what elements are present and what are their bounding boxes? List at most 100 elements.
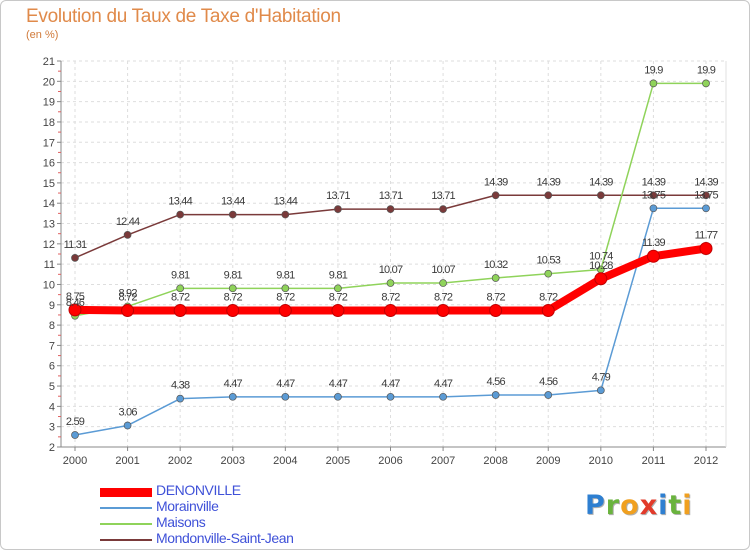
y-tick-label: 9 <box>49 300 55 312</box>
data-label-morainville: 4.79 <box>592 371 611 383</box>
data-label-denonville: 8.72 <box>118 291 137 303</box>
data-label-denonville: 8.72 <box>539 291 558 303</box>
data-label-denonville: 8.72 <box>434 291 453 303</box>
data-label-maisons: 10.07 <box>379 264 403 276</box>
data-point-mondonville-saint-jean <box>649 191 658 200</box>
data-point-morainville <box>649 204 658 213</box>
data-point-morainville <box>281 392 290 401</box>
data-point-denonville <box>226 303 240 317</box>
y-tick-label: 20 <box>43 76 55 88</box>
data-point-maisons <box>439 279 447 287</box>
data-point-maisons <box>702 79 710 88</box>
data-point-morainville <box>544 391 553 399</box>
data-label-maisons: 9.81 <box>276 269 295 281</box>
data-point-denonville <box>489 303 503 317</box>
y-tick-label: 5 <box>49 381 55 393</box>
data-point-denonville <box>68 303 82 317</box>
y-tick-label: 18 <box>43 117 55 129</box>
data-point-maisons <box>491 274 500 282</box>
x-tick-label: 2005 <box>326 455 350 467</box>
legend-swatch <box>100 539 152 541</box>
x-tick-label: 2003 <box>221 455 245 467</box>
x-tick-label: 2002 <box>168 455 192 467</box>
data-label-mondonville-saint-jean: 12.44 <box>116 216 140 228</box>
x-tick-label: 2009 <box>536 455 560 467</box>
legend-label: Mondonville-Saint-Jean <box>156 530 294 546</box>
data-point-denonville <box>541 303 555 317</box>
data-label-denonville: 11.77 <box>695 230 718 242</box>
x-tick-label: 2007 <box>431 455 455 467</box>
x-axis-ticks: 2000 2001 2002 2003 2004 2005 2006 2007 2008 2009… <box>63 447 718 467</box>
data-label-maisons: 10.74 <box>589 250 613 262</box>
chart-title: Evolution du Taux de Taxe d'Habitation <box>26 6 341 27</box>
data-point-mondonville-saint-jean <box>71 254 79 262</box>
data-point-mondonville-saint-jean <box>334 205 342 213</box>
logo-letter: o <box>620 490 640 521</box>
data-point-maisons <box>649 79 658 88</box>
data-label-morainville: 13.75 <box>694 189 718 201</box>
data-point-morainville <box>176 394 185 403</box>
data-label-maisons: 9.81 <box>171 269 190 281</box>
y-tick-label: 21 <box>43 56 55 68</box>
data-label-denonville: 8.72 <box>224 291 243 303</box>
data-label-mondonville-saint-jean: 14.39 <box>589 176 613 188</box>
x-tick-label: 2001 <box>115 455 139 467</box>
x-tick-label: 2008 <box>483 455 507 467</box>
data-label-morainville: 13.75 <box>642 189 666 201</box>
data-label-denonville: 8.72 <box>329 291 348 303</box>
data-label-denonville: 8.72 <box>487 291 506 303</box>
data-label-morainville: 4.47 <box>434 378 453 390</box>
data-label-morainville: 4.47 <box>276 378 295 390</box>
logo-letter: x <box>639 490 659 521</box>
data-labels-layer: 11.31 12.44 13.44 13.44 13.44 13.71 13.71 13.71… <box>64 64 720 428</box>
y-tick-label: 8 <box>49 320 55 332</box>
x-tick-label: 2010 <box>589 455 613 467</box>
x-tick-label: 2000 <box>63 455 87 467</box>
data-label-mondonville-saint-jean: 13.71 <box>379 190 403 202</box>
data-point-denonville <box>436 303 450 317</box>
data-label-maisons: 8.46 <box>66 297 85 309</box>
logo-letter: P <box>585 490 606 521</box>
y-tick-label: 19 <box>43 97 55 109</box>
data-point-morainville <box>386 392 395 401</box>
data-label-morainville: 4.47 <box>224 378 243 390</box>
data-point-maisons <box>386 279 395 287</box>
data-point-denonville <box>121 303 135 317</box>
data-label-morainville: 2.59 <box>66 416 85 428</box>
y-tick-label: 6 <box>49 361 55 373</box>
data-point-maisons <box>281 284 290 293</box>
y-tick-label: 10 <box>43 279 55 291</box>
data-point-mondonville-saint-jean <box>702 191 710 200</box>
data-point-mondonville-saint-jean <box>123 231 132 239</box>
data-label-maisons: 10.32 <box>484 259 508 271</box>
data-label-morainville: 4.47 <box>381 378 400 390</box>
x-tick-label: 2011 <box>642 455 666 467</box>
y-tick-label: 13 <box>43 219 55 231</box>
series-layer <box>68 79 713 439</box>
legend-label: Maisons <box>156 514 206 530</box>
data-label-maisons: 19.9 <box>697 64 716 76</box>
data-point-morainville <box>71 431 79 439</box>
data-label-maisons: 19.9 <box>644 64 663 76</box>
data-label-mondonville-saint-jean: 13.44 <box>168 196 192 208</box>
data-label-morainville: 3.06 <box>118 406 137 418</box>
y-tick-label: 12 <box>43 239 55 251</box>
legend-label: DENONVILLE <box>156 482 241 498</box>
data-point-denonville <box>278 303 292 317</box>
data-point-mondonville-saint-jean <box>596 191 605 200</box>
logo-letter: i <box>658 490 669 521</box>
data-point-morainville <box>123 421 132 430</box>
data-point-mondonville-saint-jean <box>281 210 290 219</box>
data-label-denonville: 8.72 <box>276 291 295 303</box>
data-point-maisons <box>228 284 237 293</box>
data-point-maisons <box>176 284 185 293</box>
data-point-maisons <box>334 284 342 293</box>
data-label-mondonville-saint-jean: 14.39 <box>642 176 666 188</box>
data-point-mondonville-saint-jean <box>544 191 553 200</box>
data-label-mondonville-saint-jean: 11.31 <box>64 239 87 251</box>
y-tick-label: 11 <box>44 259 55 271</box>
y-tick-label: 16 <box>43 158 55 170</box>
data-point-maisons <box>544 269 553 278</box>
data-point-denonville <box>594 272 608 286</box>
